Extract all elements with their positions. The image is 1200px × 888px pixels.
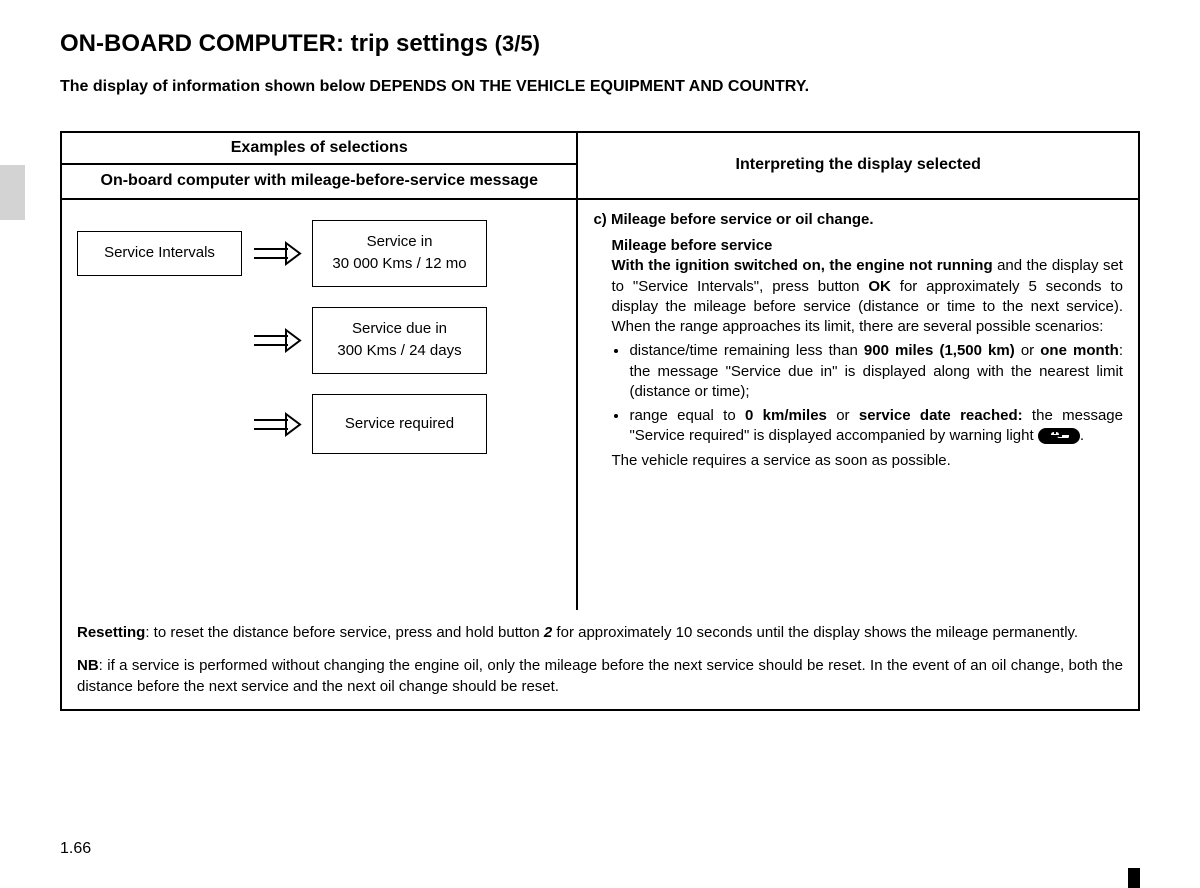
nb-label: NB [77, 657, 99, 674]
service-in-l2: 30 000 Kms / 12 mo [332, 255, 466, 272]
subtitle: The display of information shown below D… [60, 78, 1140, 96]
box-service-intervals: Service Intervals [77, 231, 242, 276]
content-left: Service Intervals Service in 30 000 Kms … [62, 200, 578, 610]
manual-page: ON-BOARD COMPUTER: trip settings (3/5) T… [0, 0, 1200, 888]
row-service-due: Service due in 300 Kms / 24 days [77, 307, 561, 374]
box-service-in: Service in 30 000 Kms / 12 mo [312, 220, 487, 287]
reset-label: Resetting [77, 624, 145, 641]
reset-c: for approximately 10 seconds until the d… [552, 624, 1078, 641]
right-sub-heading: Mileage before service [611, 236, 1123, 256]
table-header-row: Examples of selections On-board computer… [62, 133, 1138, 200]
p1-ok: OK [868, 278, 891, 295]
b1-a: distance/time remaining less than [629, 342, 863, 359]
bullet-list: distance/time remaining less than 900 mi… [611, 341, 1123, 446]
b1-d: one month [1040, 342, 1119, 359]
page-title: ON-BOARD COMPUTER: trip settings (3/5) [60, 30, 1140, 58]
service-due-l1: Service due in [352, 320, 447, 337]
corner-mark [1128, 868, 1140, 888]
content-row: Service Intervals Service in 30 000 Kms … [62, 200, 1138, 610]
left-tab [0, 165, 25, 220]
b1-c: or [1015, 342, 1041, 359]
bottom-notes: Resetting: to reset the distance before … [62, 610, 1138, 709]
b2-d: service date reached: [859, 407, 1023, 424]
service-due-l2: 300 Kms / 24 days [337, 342, 461, 359]
b2-b: 0 km/miles [745, 407, 827, 424]
main-table: Examples of selections On-board computer… [60, 131, 1140, 711]
bullet-1: distance/time remaining less than 900 mi… [629, 341, 1123, 402]
row-service-required: Service required [77, 394, 561, 455]
wrench-icon [1038, 428, 1080, 444]
header-left: Examples of selections On-board computer… [62, 133, 578, 198]
title-main: ON-BOARD COMPUTER: trip settings [60, 30, 495, 57]
right-paragraph-1: With the ignition switched on, the engin… [611, 256, 1123, 337]
content-right: c) Mileage before service or oil change.… [578, 200, 1138, 610]
box-service-due: Service due in 300 Kms / 24 days [312, 307, 487, 374]
b2-f: . [1080, 427, 1084, 444]
bullet-2: range equal to 0 km/miles or service dat… [629, 406, 1123, 447]
reset-b: 2 [544, 624, 552, 641]
arrow-icon [252, 412, 302, 437]
header-examples: Examples of selections [62, 133, 576, 165]
right-heading: c) Mileage before service or oil change. [593, 210, 1123, 230]
service-in-l1: Service in [367, 233, 433, 250]
arrow-icon [252, 241, 302, 266]
b1-b: 900 miles (1,500 km) [864, 342, 1015, 359]
right-paragraph-2: The vehicle requires a service as soon a… [611, 451, 1123, 471]
reset-paragraph: Resetting: to reset the distance before … [77, 622, 1123, 643]
header-obc: On-board computer with mileage-before-se… [62, 165, 576, 198]
nb-paragraph: NB: if a service is performed without ch… [77, 655, 1123, 697]
reset-a: : to reset the distance before service, … [145, 624, 544, 641]
box-service-required: Service required [312, 394, 487, 455]
row-service-in: Service Intervals Service in 30 000 Kms … [77, 220, 561, 287]
p1-bold: With the ignition switched on, the engin… [611, 257, 992, 274]
page-number: 1.66 [60, 840, 91, 858]
b2-a: range equal to [629, 407, 745, 424]
arrow-icon [252, 328, 302, 353]
header-interpret: Interpreting the display selected [578, 133, 1138, 198]
title-page-number: (3/5) [495, 31, 540, 56]
nb-text: : if a service is performed without chan… [77, 657, 1123, 695]
b2-c: or [827, 407, 859, 424]
